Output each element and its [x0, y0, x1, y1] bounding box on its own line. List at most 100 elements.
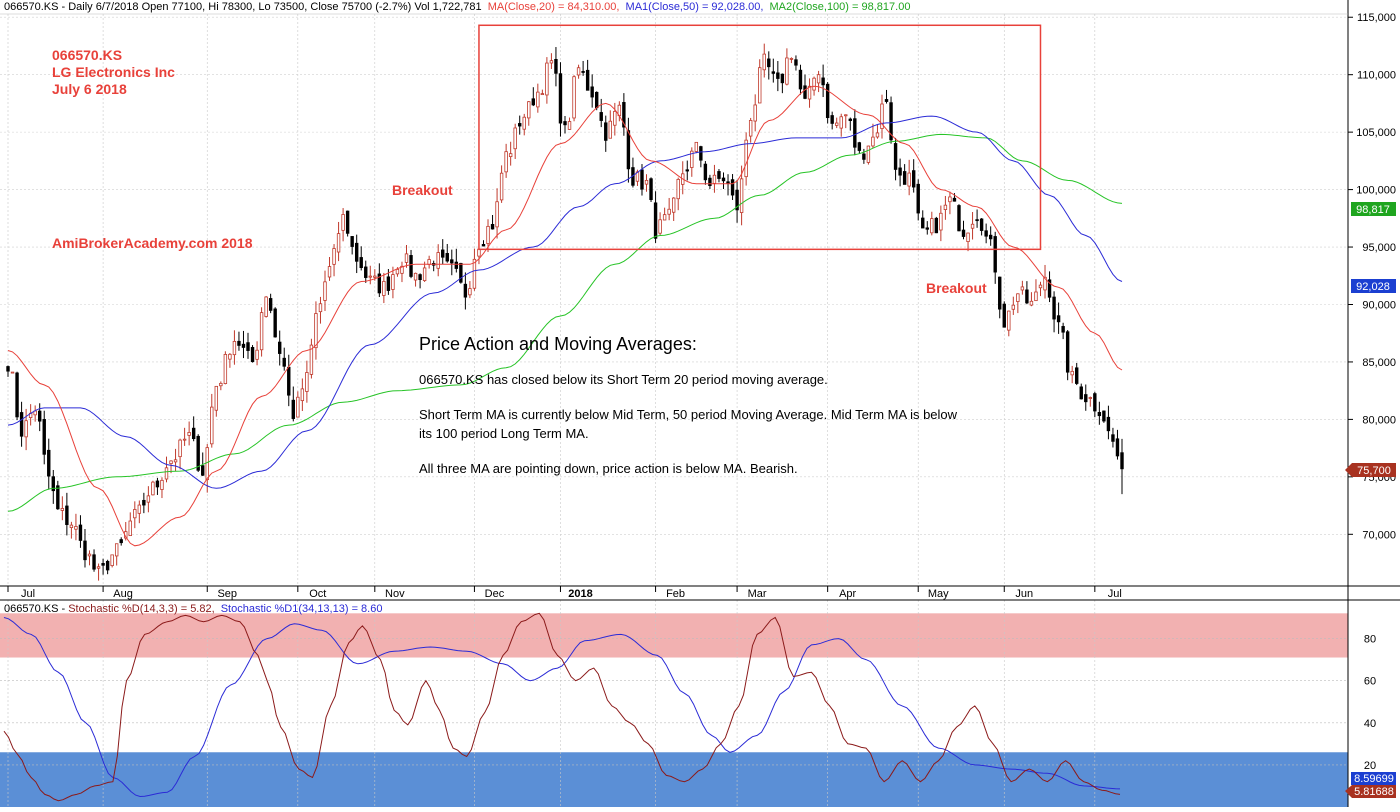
candle-down — [893, 137, 898, 181]
candle-up — [223, 351, 228, 385]
badge-close-text: 75,700 — [1357, 465, 1391, 477]
candle-up — [332, 244, 336, 277]
candle-body — [228, 353, 232, 360]
candle-down — [463, 272, 468, 310]
candle-down — [1111, 427, 1115, 448]
candle-body — [948, 196, 952, 203]
candle-up — [1038, 281, 1043, 297]
candle-body — [1075, 367, 1079, 384]
candle-up — [1043, 264, 1047, 299]
candle-up — [391, 266, 395, 299]
candle-body — [1038, 284, 1043, 289]
candle-body — [255, 349, 259, 360]
candle-down — [703, 161, 708, 185]
candle-body — [182, 438, 187, 441]
candle-down — [708, 174, 712, 189]
badge-ma50: 92,028 — [1351, 279, 1396, 293]
candle-body — [988, 234, 993, 240]
candle-up — [309, 338, 314, 379]
candle-up — [748, 117, 753, 143]
candle-body — [404, 253, 409, 263]
candle-body — [232, 341, 237, 356]
candle-up — [789, 57, 794, 64]
candle-up — [667, 197, 671, 221]
candle-up — [527, 101, 531, 126]
candle-down — [191, 416, 196, 442]
date-axis: Jul Aug Sep Oct Nov Dec 2018 Feb Mar Apr May Jun Jul — [7, 586, 1122, 600]
candle-body — [24, 420, 28, 438]
candle-up — [970, 212, 975, 240]
candle-down — [911, 159, 916, 193]
annotation-date: July 6 2018 — [52, 81, 127, 97]
candle-up — [835, 117, 839, 129]
candle-up — [522, 113, 526, 136]
candle-up — [74, 513, 78, 541]
candle-body — [703, 163, 708, 181]
candle-up — [128, 512, 132, 537]
stochastic-tick-label: 20 — [1364, 760, 1376, 772]
candle-body — [441, 249, 445, 258]
candle-body — [137, 504, 142, 514]
candle-body — [839, 116, 843, 129]
price-tick-label: 90,000 — [1362, 299, 1396, 311]
candle-up — [930, 211, 934, 236]
candle-body — [47, 449, 51, 477]
candle-body — [1002, 303, 1006, 328]
candle-body — [921, 217, 925, 229]
candle-body — [961, 229, 966, 237]
candle-body — [332, 248, 336, 265]
candle-up — [576, 64, 581, 79]
candle-body — [762, 53, 766, 71]
candle-up — [690, 147, 694, 177]
candle-down — [581, 60, 585, 76]
candle-down — [459, 262, 463, 284]
candle-up — [567, 117, 572, 130]
candle-up — [323, 270, 327, 311]
candle-body — [350, 236, 354, 247]
candle-body — [201, 465, 205, 476]
price-tick-label: 105,000 — [1356, 127, 1396, 139]
candle-down — [735, 179, 739, 223]
candle-body — [214, 385, 219, 411]
candle-up — [1034, 279, 1038, 302]
badge-stoch-fast: 5.81688 — [1345, 785, 1396, 798]
candle-down — [1052, 291, 1056, 333]
month-label: Apr — [839, 588, 856, 600]
candle-down — [273, 307, 277, 338]
stochastic-fast-label: Stochastic %D(14,3,3) = 5.82, — [68, 603, 214, 615]
candle-body — [114, 543, 119, 557]
candle-body — [187, 432, 191, 436]
badge-ma100-bg — [1351, 202, 1396, 216]
candle-down — [15, 371, 19, 421]
candle-body — [1061, 326, 1065, 333]
candle-up — [228, 353, 232, 368]
candle-body — [993, 236, 997, 273]
candle-down — [450, 249, 454, 276]
candle-up — [110, 554, 114, 568]
candle-up — [744, 132, 748, 186]
candle-body — [92, 554, 96, 570]
candle-body — [1043, 276, 1047, 291]
candle-body — [753, 104, 757, 122]
candle-body — [789, 58, 794, 60]
candle-up — [318, 296, 323, 324]
candle-body — [382, 280, 386, 296]
candle-body — [970, 223, 975, 229]
candle-body — [377, 273, 382, 294]
candle-down — [626, 117, 631, 183]
candle-body — [436, 252, 440, 269]
candle-body — [522, 116, 526, 130]
candle-body — [264, 296, 268, 317]
candle-body — [155, 480, 160, 488]
candle-body — [56, 485, 60, 510]
candle-body — [821, 77, 825, 86]
candle-down — [794, 55, 798, 71]
candle-body — [508, 153, 513, 158]
candle-body — [545, 62, 549, 96]
candle-body — [549, 60, 554, 64]
candle-body — [594, 91, 599, 109]
candle-body — [979, 218, 984, 231]
candle-body — [472, 258, 477, 289]
